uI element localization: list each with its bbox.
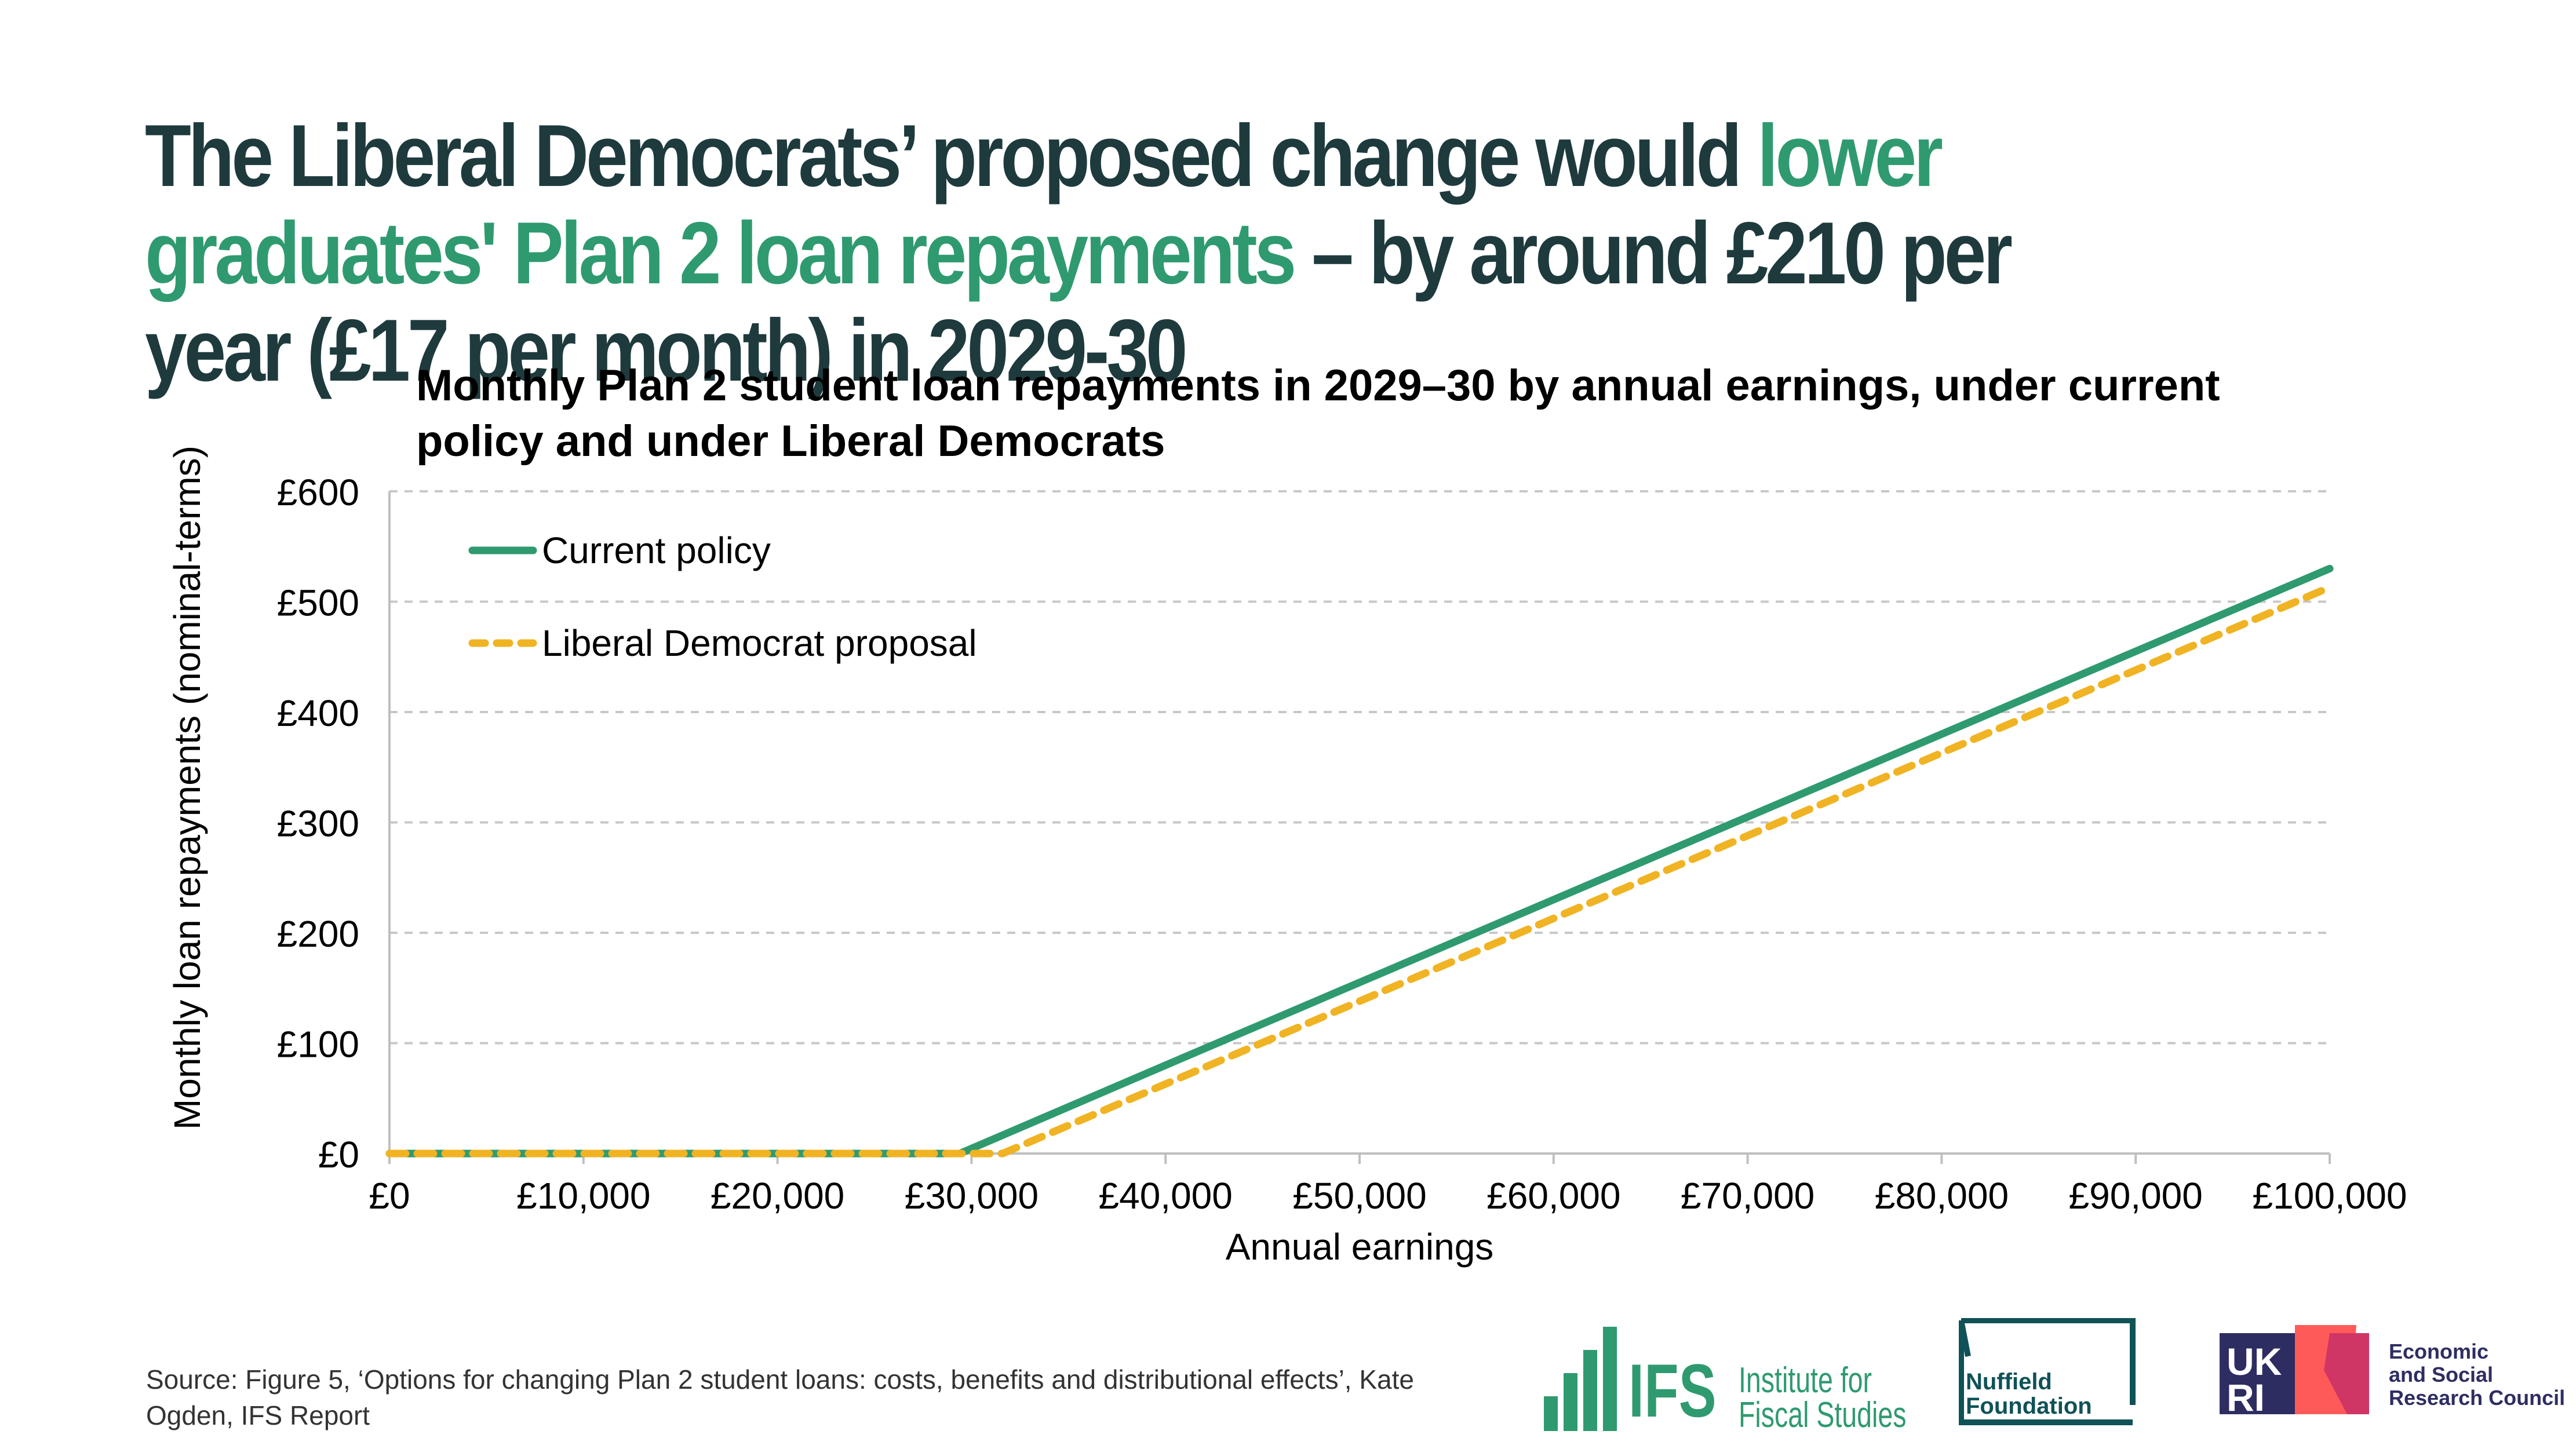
nuffield-line1: Nuffield <box>1966 1369 2052 1395</box>
legend-label-lib-dem: Liberal Democrat proposal <box>542 622 977 664</box>
esrc-line3: Research Council <box>2389 1386 2566 1410</box>
ukri-mark-icon: UK RI <box>2220 1325 2369 1417</box>
nuffield-frame-icon <box>1959 1318 2136 1425</box>
ifs-name-line1: Institute for <box>1739 1360 1872 1400</box>
x-tick-label: £10,000 <box>516 1175 650 1217</box>
source-note: Source: Figure 5, ‘Options for changing … <box>146 1364 1414 1430</box>
x-tick-label: £100,000 <box>2253 1175 2407 1217</box>
x-tick-label: £90,000 <box>2069 1175 2203 1217</box>
x-tick-label: £80,000 <box>1875 1175 2009 1217</box>
esrc-line2: and Social <box>2389 1363 2494 1386</box>
y-tick-label: £0 <box>318 1134 359 1176</box>
chart-title: Monthly Plan 2 student loan repayments i… <box>416 361 2220 466</box>
ukri-esrc-logo: UK RI Economic and Social Research Counc… <box>2220 1324 2567 1417</box>
ifs-abbr: IFS <box>1628 1348 1717 1433</box>
x-tick-label: £40,000 <box>1099 1175 1233 1217</box>
x-tick-label: £20,000 <box>711 1175 844 1217</box>
y-tick-label: £500 <box>277 582 359 624</box>
y-tick-label: £300 <box>277 803 359 845</box>
esrc-line1: Economic <box>2389 1339 2489 1363</box>
ifs-name-line2: Fiscal Studies <box>1739 1395 1907 1435</box>
y-tick-label: £400 <box>277 692 359 734</box>
headline-part1: The Liberal Democrats’ proposed change w… <box>145 107 1758 205</box>
x-tick-label: £0 <box>369 1175 410 1217</box>
ifs-bars-icon <box>1544 1327 1617 1431</box>
ifs-logo: IFS Institute for Fiscal Studies <box>1542 1315 1912 1437</box>
headline: The Liberal Democrats’ proposed change w… <box>145 107 2138 399</box>
series-current-policy <box>385 564 2334 1158</box>
series-lib-dem-proposal <box>385 583 2334 1158</box>
headline-part2: – by around £210 per year (£17 per month… <box>145 204 2013 400</box>
x-tick-label: £70,000 <box>1681 1175 1815 1217</box>
y-axis-label: Monthly loan repayments (nominal-terms) <box>166 446 208 1130</box>
y-tick-label: £100 <box>277 1024 359 1065</box>
x-tick-label: £60,000 <box>1486 1175 1620 1217</box>
ukri-uk-text: UK <box>2227 1340 2282 1383</box>
x-tick-label: £30,000 <box>905 1175 1039 1217</box>
x-axis-label: Annual earnings <box>1226 1226 1494 1268</box>
x-tick-label: £50,000 <box>1292 1175 1426 1217</box>
headline-highlight: lower graduates' Plan 2 loan repayments <box>145 107 1943 302</box>
nuffield-logo: Nuffield Foundation <box>1959 1318 2138 1425</box>
y-tick-label: £600 <box>277 472 359 513</box>
legend-label-current-policy: Current policy <box>542 530 771 571</box>
y-tick-label: £200 <box>277 913 359 955</box>
ukri-ri-text: RI <box>2227 1376 2265 1417</box>
nuffield-line2: Foundation <box>1966 1393 2092 1419</box>
